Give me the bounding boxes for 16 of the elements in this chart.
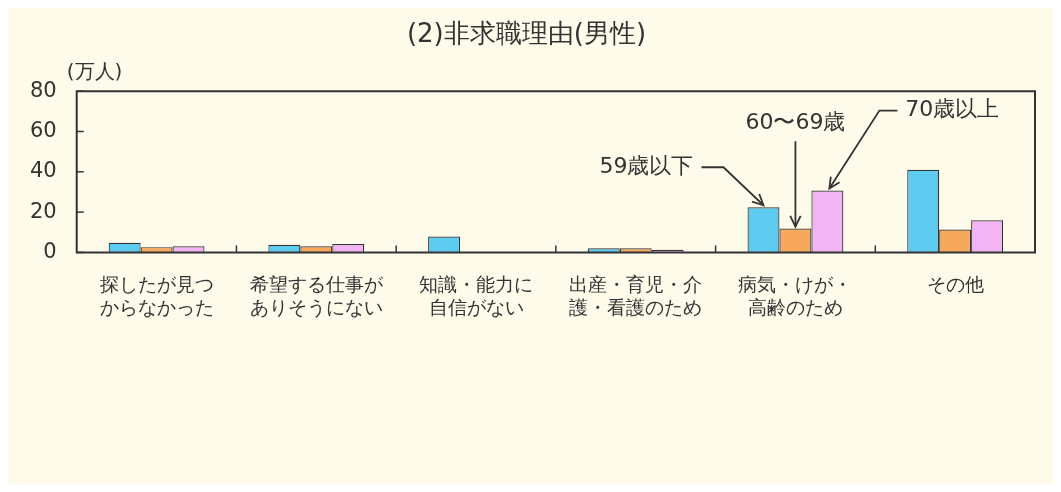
y-axis-title: (万人): [66, 59, 123, 84]
chart-title: (2)非求職理由(男性): [406, 18, 647, 49]
x-tick-label: 知識・能力に自信がない: [419, 272, 533, 318]
x-tick-label: その他: [926, 272, 984, 295]
x-tick-label: 病気・けが・高齢のため: [738, 272, 853, 318]
x-tick-label: 希望する仕事がありそうにない: [249, 272, 384, 318]
text: 70歳以上: [905, 96, 1000, 122]
text: 59歳以下: [599, 152, 694, 178]
y-tick-label: 20: [29, 198, 57, 223]
y-tick-label: 0: [43, 238, 57, 263]
y-tick-label: 80: [29, 77, 57, 102]
x-tick-label: 出産・育児・介護・看護のため: [569, 272, 703, 318]
y-tick-label: 40: [29, 158, 57, 183]
x-tick-label: 探したが見つからなかった: [99, 272, 214, 318]
y-tick-label: 60: [29, 117, 57, 142]
text: 60〜69歳: [745, 108, 846, 134]
